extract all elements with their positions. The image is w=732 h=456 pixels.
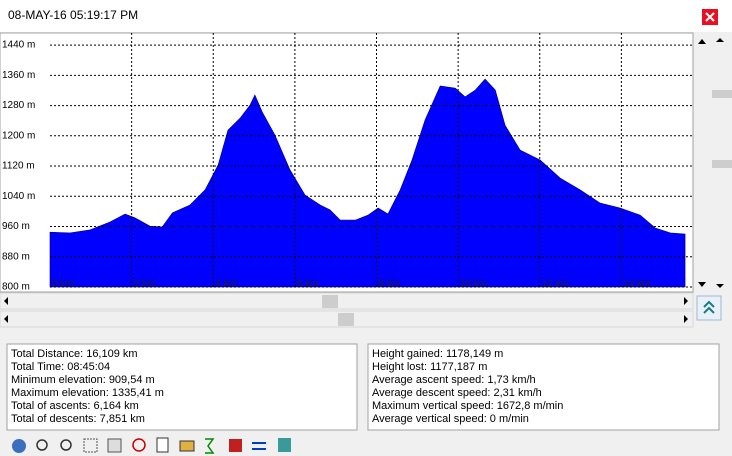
window-title: 08-MAY-16 05:19:17 PM [8, 8, 138, 22]
y-tick-label: 960 m [2, 221, 30, 232]
stat-line: Total Distance: 16,109 km [11, 348, 138, 360]
x-tick-label: 4 km [215, 279, 237, 290]
x-tick-label: 8 km [379, 279, 401, 290]
tool-icon[interactable] [156, 437, 169, 453]
tool-icon[interactable] [60, 439, 72, 451]
tool-icon[interactable] [36, 439, 48, 451]
x-tick-label: 6 km [297, 279, 319, 290]
x-tick-label: 2 km [134, 279, 156, 290]
tool-icon[interactable] [252, 442, 266, 450]
stats-right-box [367, 343, 720, 431]
stat-line: Average descent speed: 2,31 km/h [372, 387, 542, 399]
tool-icon[interactable] [12, 439, 26, 453]
stat-line: Maximum vertical speed: 1672,8 m/min [372, 400, 563, 412]
y-tick-label: 1040 m [2, 191, 35, 202]
collapse-button[interactable] [696, 295, 722, 321]
y-tick-label: 1200 m [2, 130, 35, 141]
stat-line: Average ascent speed: 1,73 km/h [372, 374, 536, 386]
y-tick-label: 880 m [2, 251, 30, 262]
y-tick-label: 1360 m [2, 70, 35, 81]
h-scrollbar[interactable] [0, 292, 694, 328]
stat-line: Total of ascents: 6,164 km [11, 400, 139, 412]
tool-icon[interactable] [278, 438, 291, 452]
tool-icon[interactable] [132, 438, 146, 452]
tool-icon[interactable] [107, 438, 122, 453]
x-tick-label: 10 km [460, 279, 487, 290]
elevation-area [49, 78, 686, 288]
x-tick-label: 14 km [623, 279, 650, 290]
tool-icon[interactable] [229, 439, 242, 452]
tool-icon[interactable] [205, 438, 215, 454]
y-tick-label: 1120 m [2, 161, 35, 172]
stat-line: Maximum elevation: 1335,41 m [11, 387, 164, 399]
stat-line: Total of descents: 7,851 km [11, 413, 145, 425]
close-button[interactable] [702, 9, 718, 25]
v-scrollbar[interactable] [694, 33, 732, 293]
stat-line: Total Time: 08:45:04 [11, 361, 110, 373]
toolbar [12, 437, 291, 454]
y-tick-label: 1280 m [2, 100, 35, 111]
y-tick-label: 1440 m [2, 40, 35, 51]
title-bar [0, 0, 732, 32]
y-tick-label: 800 m [2, 282, 30, 293]
stats-left-box [6, 343, 358, 431]
stat-line: Minimum elevation: 909,54 m [11, 374, 155, 386]
x-tick-label: 12 km [542, 279, 569, 290]
x-tick-label: 0 km [52, 279, 74, 290]
tool-icon[interactable] [179, 440, 195, 452]
stat-line: Height gained: 1178,149 m [372, 348, 503, 360]
tool-icon[interactable] [83, 438, 98, 453]
stat-line: Height lost: 1177,187 m [372, 361, 487, 373]
stat-line: Average vertical speed: 0 m/min [372, 413, 529, 425]
